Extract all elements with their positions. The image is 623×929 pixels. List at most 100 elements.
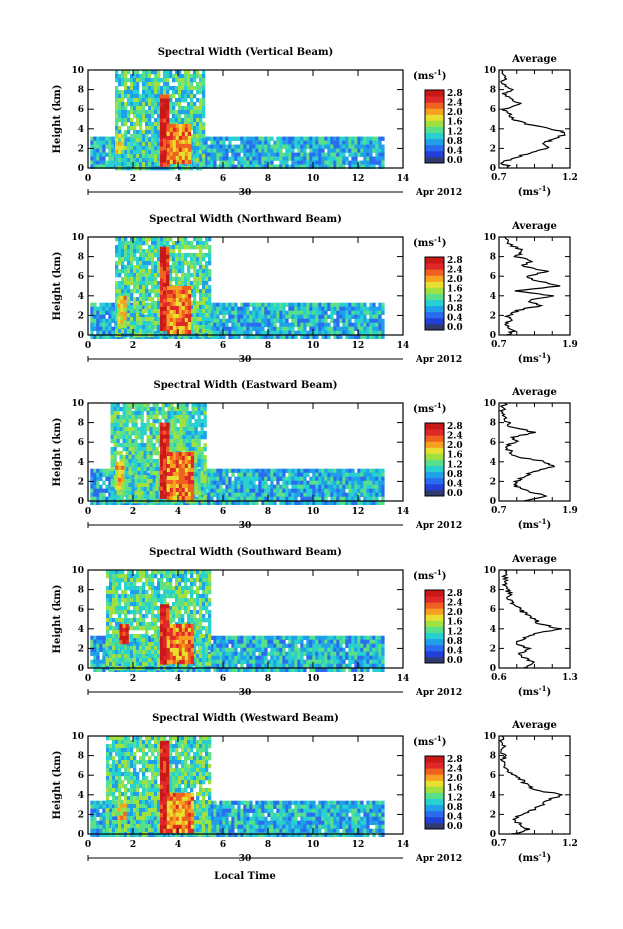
heatmap-cell [240,480,244,485]
heatmap-cell [136,82,140,87]
heatmap-cell [381,306,385,311]
heatmap-cell [108,140,112,145]
heatmap-cell [237,322,241,327]
heatmap-cell [175,269,179,274]
heatmap-cell [121,329,125,334]
heatmap-cell [143,423,147,428]
heatmap-cell [202,277,206,282]
heatmap-cell [196,130,200,135]
heatmap-cell [184,294,189,299]
heatmap-cell [124,130,128,135]
heatmap-cell [204,472,208,477]
heatmap-cell [363,468,367,473]
heatmap-cell [152,407,156,412]
heatmap-cell [125,455,129,460]
heatmap-cell [199,110,203,115]
heatmap-cell [303,136,307,141]
heatmap-cell [108,318,112,323]
heatmap-cell [163,130,167,135]
heatmap-cell [178,131,183,137]
heatmap-cell [357,326,361,331]
heatmap-cell [184,322,189,327]
heatmap-cell [197,439,201,444]
heatmap-cell [157,146,161,151]
heatmap-cell [140,471,144,476]
heatmap-cell [246,310,250,315]
heatmap-cell [252,156,256,161]
heatmap-cell [369,488,373,493]
heatmap-cell [99,306,103,311]
heatmap-cell [207,488,211,493]
heatmap-cell [166,302,171,307]
heatmap-cell [163,278,167,284]
heatmap-cell [194,479,198,484]
heatmap-cell [312,492,316,497]
heatmap-cell [309,306,313,311]
colorbar-segment [425,293,444,300]
heatmap-cell [119,451,123,456]
heatmap-cell [193,134,197,139]
heatmap-cell [219,318,223,323]
heatmap-cell [133,289,137,294]
heatmap-cell [115,98,119,103]
heatmap-cell [363,314,367,319]
heatmap-cell [196,309,200,314]
heatmap-cell [193,289,197,294]
heatmap-cell [270,488,274,493]
heatmap-cell [196,106,200,111]
heatmap-cell [282,334,286,339]
heatmap-cell [228,160,232,165]
heatmap-cell [348,140,352,145]
heatmap-cell [366,472,370,477]
heatmap-cell [261,334,265,339]
heatmap-cell [181,98,185,103]
heatmap-cell [300,334,304,339]
heatmap-cell [190,94,194,99]
heatmap-cell [175,118,179,123]
heatmap-cell [140,451,144,456]
heatmap-cell [134,423,138,428]
heatmap-cell [130,146,134,151]
heatmap-cell [190,98,194,103]
heatmap-cell [336,136,340,141]
heatmap-cell [294,310,298,315]
heatmap-cell [369,468,373,473]
heatmap-cell [166,106,170,111]
heatmap-cell [164,411,168,416]
heatmap-cell [357,488,361,493]
heatmap-cell [163,90,167,95]
heatmap-cell [120,303,124,309]
heatmap-cell [175,143,180,149]
colorbar-tick-label: 1.6 [447,118,463,128]
heatmap-cell [96,330,100,335]
heatmap-cell [182,403,186,408]
heatmap-cell [110,431,114,436]
heatmap-cell [93,476,97,481]
heatmap-cell [258,152,262,157]
heatmap-cell [179,431,183,436]
heatmap-cell [351,476,355,481]
heatmap-cell [348,492,352,497]
heatmap-cell [199,305,203,310]
heatmap-cell [151,313,155,318]
heatmap-cell [330,472,334,477]
heatmap-cell [169,318,174,323]
heatmap-cell [102,322,106,327]
heatmap-cell [306,492,310,497]
heatmap-cell [90,500,94,505]
heatmap-cell [155,419,159,424]
heatmap-cell [163,94,167,99]
heatmap-cell [127,249,131,254]
heatmap-cell [140,459,144,464]
heatmap-cell [181,245,185,250]
heatmap-cell [127,305,131,310]
heatmap-cell [188,419,192,424]
heatmap-cell [369,480,373,485]
heatmap-cell [282,306,286,311]
heatmap-cell [178,78,182,83]
heatmap-cell [197,459,201,464]
heatmap-cell [115,261,119,266]
heatmap-feature [166,286,192,335]
heatmap-cell [145,78,149,83]
heatmap-cell [118,293,122,298]
